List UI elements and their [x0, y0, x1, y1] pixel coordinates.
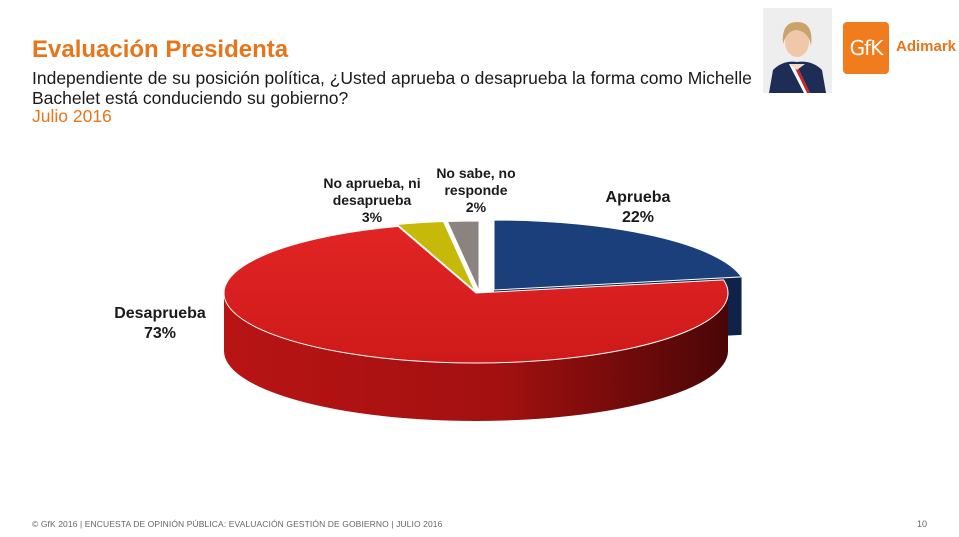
page-number: 10 [917, 519, 928, 529]
data-label-no-sabe-no-responde: No sabe, no responde 2% [436, 165, 515, 215]
gfk-logo-text: GfK [849, 36, 884, 60]
gfk-logo: GfK [843, 22, 889, 74]
survey-date: Julio 2016 [32, 106, 112, 126]
footer-text: © GfK 2016 | ENCUESTA DE OPINIÓN PÚBLICA… [32, 519, 443, 529]
pie-slice-desaprueba [223, 225, 729, 364]
pie-side-desaprueba [224, 293, 728, 421]
survey-question: Independiente de su posición política, ¿… [32, 68, 752, 108]
pie-slice-no-sabe-no-responde [446, 220, 480, 292]
adimark-logo-text: Adimark [896, 38, 957, 55]
data-label-no-aprueba-ni-desaprueba: No aprueba, ni desaprueba 3% [323, 175, 420, 225]
pie-slice-aprueba [493, 219, 743, 291]
page-title: Evaluación Presidenta [32, 36, 289, 63]
data-label-aprueba: Aprueba 22% [606, 189, 671, 226]
data-label-desaprueba: Desaprueba 73% [114, 305, 206, 342]
pie-slice-no-aprueba-ni-desaprueba [395, 221, 476, 292]
president-photo [763, 8, 832, 93]
